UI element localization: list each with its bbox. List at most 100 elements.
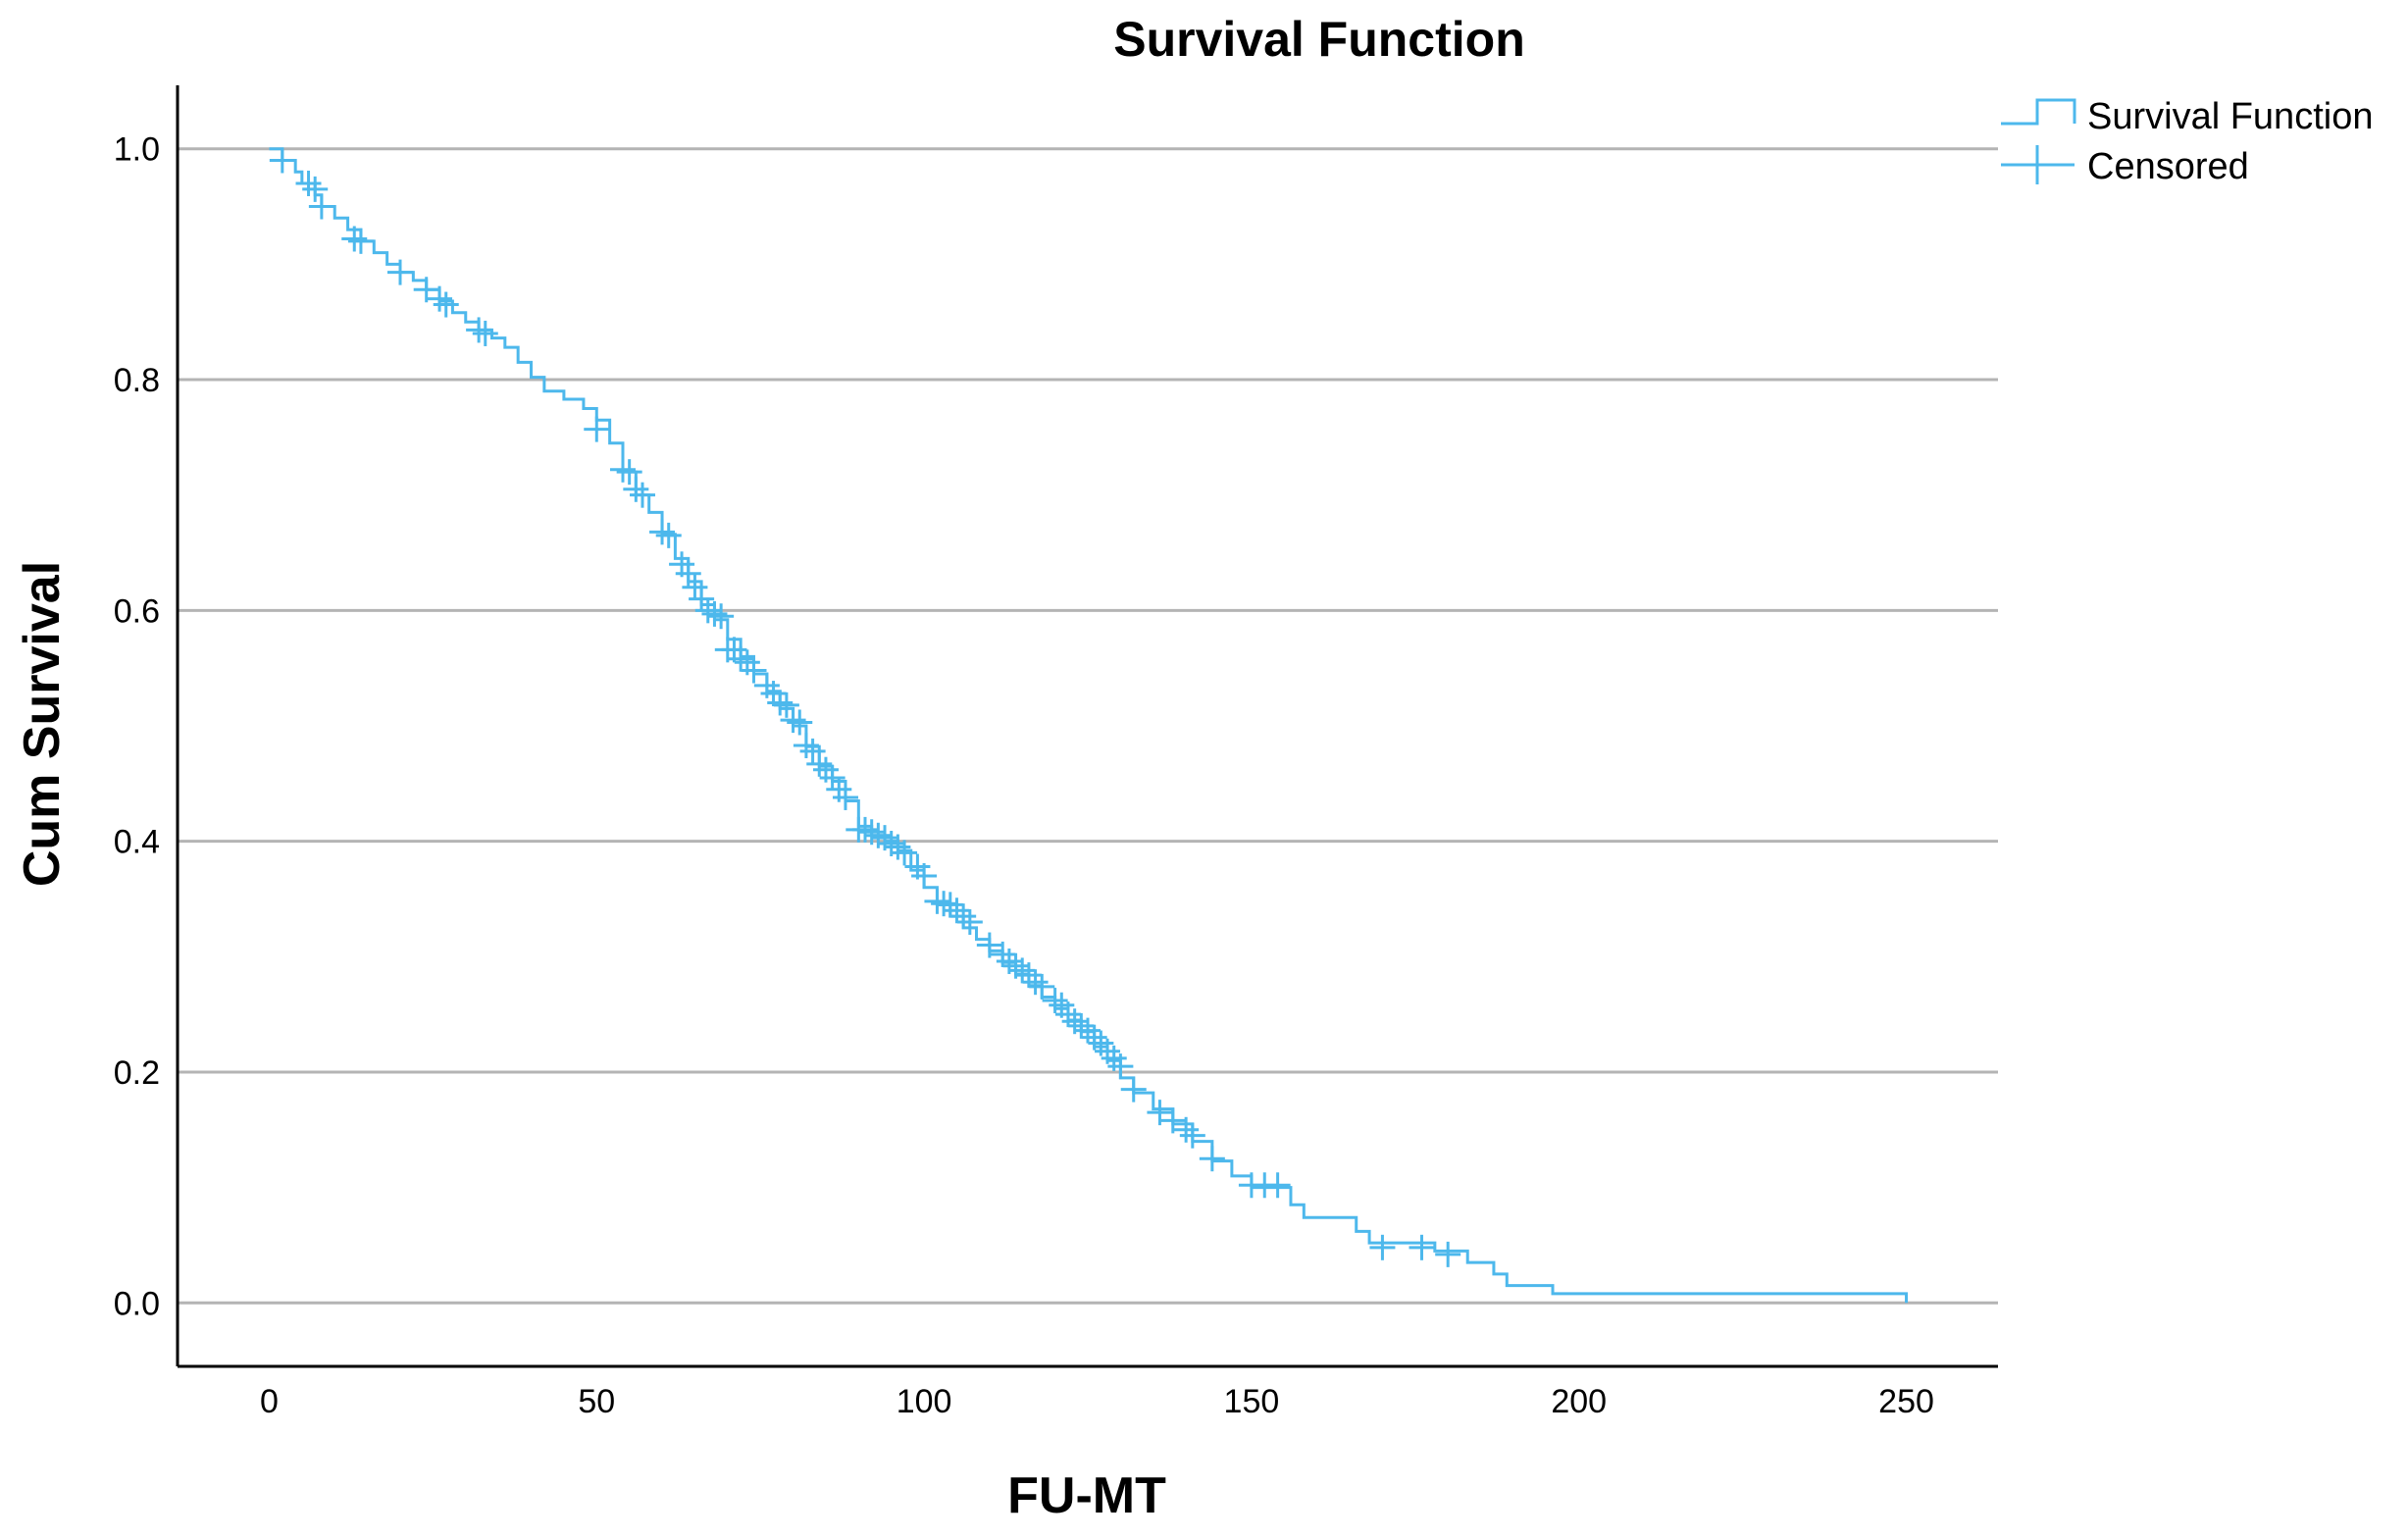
censored-marker [878, 831, 904, 857]
censored-marker [865, 822, 892, 848]
censored-marker [950, 903, 977, 930]
censored-marker [976, 932, 1002, 958]
censored-marker [1061, 1008, 1088, 1035]
censored-marker [689, 586, 715, 612]
censored-marker [1075, 1017, 1101, 1044]
censored-marker [466, 317, 492, 343]
censored-marker [1029, 973, 1055, 1000]
x-tick-label: 200 [1551, 1383, 1607, 1420]
censored-marker [728, 645, 754, 672]
censored-marker [832, 784, 858, 810]
y-tick-label: 1.0 [114, 131, 160, 169]
censored-marker [996, 949, 1022, 975]
censored-marker [433, 291, 459, 318]
censored-marker [295, 171, 322, 197]
x-axis-label: FU-MT [1007, 1467, 1166, 1524]
censored-marker [741, 657, 767, 684]
censored-marker [1147, 1100, 1173, 1126]
censored-marker [1022, 969, 1049, 996]
censored-marker [767, 690, 794, 716]
censored-marker [773, 692, 799, 718]
censored-marker [1068, 1012, 1095, 1039]
censored-marker [609, 456, 636, 483]
censored-marker [799, 738, 826, 764]
censored-marker [858, 819, 885, 846]
legend-survival-function-symbol [2001, 98, 2076, 126]
x-tick-label: 100 [897, 1383, 952, 1420]
censored-marker [1095, 1038, 1121, 1064]
censored-marker [990, 941, 1016, 967]
chart-title: Survival Function [1113, 12, 1525, 67]
censored-marker [787, 709, 813, 736]
censored-marker [682, 574, 708, 600]
legend-survival-function-label: Survival Function [2087, 96, 2373, 137]
censored-marker [584, 416, 610, 442]
censored-marker [885, 834, 911, 860]
censored-marker [1159, 1107, 1186, 1134]
censored-marker [630, 482, 656, 508]
censored-marker [701, 600, 728, 627]
censored-marker [956, 909, 983, 936]
censored-marker [655, 522, 682, 548]
x-tick-label: 150 [1224, 1383, 1280, 1420]
censored-marker [1107, 1053, 1134, 1080]
y-tick-label: 0.6 [114, 592, 160, 630]
censored-marker [944, 898, 970, 924]
censored-marker [819, 764, 845, 791]
y-tick-label: 0.4 [114, 824, 160, 861]
censored-marker [924, 888, 950, 914]
censored-marker [269, 147, 295, 174]
censored-marker [308, 193, 334, 220]
censored-marker [1199, 1146, 1225, 1172]
censored-marker [1435, 1241, 1461, 1267]
censored-marker [472, 320, 498, 346]
x-tick-label: 50 [578, 1383, 615, 1420]
censored-marker [892, 840, 918, 866]
y-tick-label: 0.8 [114, 362, 160, 399]
censored-marker [302, 176, 329, 202]
gridlines [178, 147, 1998, 1305]
survival-function-line [269, 147, 1909, 1304]
tick-labels: 0.0 0.2 0.4 0.6 0.8 1.0 0 50 100 150 200 250 [114, 131, 1934, 1420]
censored-marker [1009, 957, 1036, 984]
x-tick-label: 250 [1878, 1383, 1934, 1420]
censored-marker [347, 228, 374, 254]
y-tick-label: 0.2 [114, 1054, 160, 1092]
censored-marker [872, 825, 898, 851]
y-axis-label: Cum Survival [14, 561, 71, 887]
legend: Survival Function Censored [2001, 96, 2373, 187]
censored-marker [694, 597, 721, 624]
censored-marker [1179, 1122, 1205, 1149]
y-tick-label: 0.0 [114, 1285, 160, 1322]
censored-marker [708, 603, 735, 630]
censored-marker [1369, 1234, 1396, 1260]
censored-marker [675, 560, 701, 587]
censored-marker [427, 285, 453, 312]
censored-marker [1042, 988, 1068, 1014]
censored-marker [1081, 1024, 1107, 1051]
censored-marker [1054, 1001, 1081, 1028]
censored-marker [341, 226, 368, 252]
censored-marker [793, 733, 819, 759]
censored-marker [1173, 1116, 1200, 1143]
censored-marker [386, 259, 413, 285]
censored-marker [616, 459, 642, 486]
censored-marker [780, 707, 806, 734]
censored-marker [1409, 1234, 1435, 1260]
legend-censored-label: Censored [2087, 146, 2249, 187]
censored-marker [1002, 952, 1029, 979]
series-layer [269, 147, 1909, 1304]
censored-marker [911, 862, 938, 889]
censored-marker [413, 277, 439, 303]
censored-marker [1120, 1076, 1147, 1103]
censored-marker [806, 750, 833, 777]
x-tick-label: 0 [260, 1383, 279, 1420]
censored-marker [937, 892, 963, 918]
axes [176, 85, 1998, 1368]
censored-marker [1015, 962, 1042, 989]
censored-marker [1264, 1172, 1291, 1199]
legend-censored-symbol [2001, 145, 2075, 184]
censored-marker [852, 816, 879, 843]
